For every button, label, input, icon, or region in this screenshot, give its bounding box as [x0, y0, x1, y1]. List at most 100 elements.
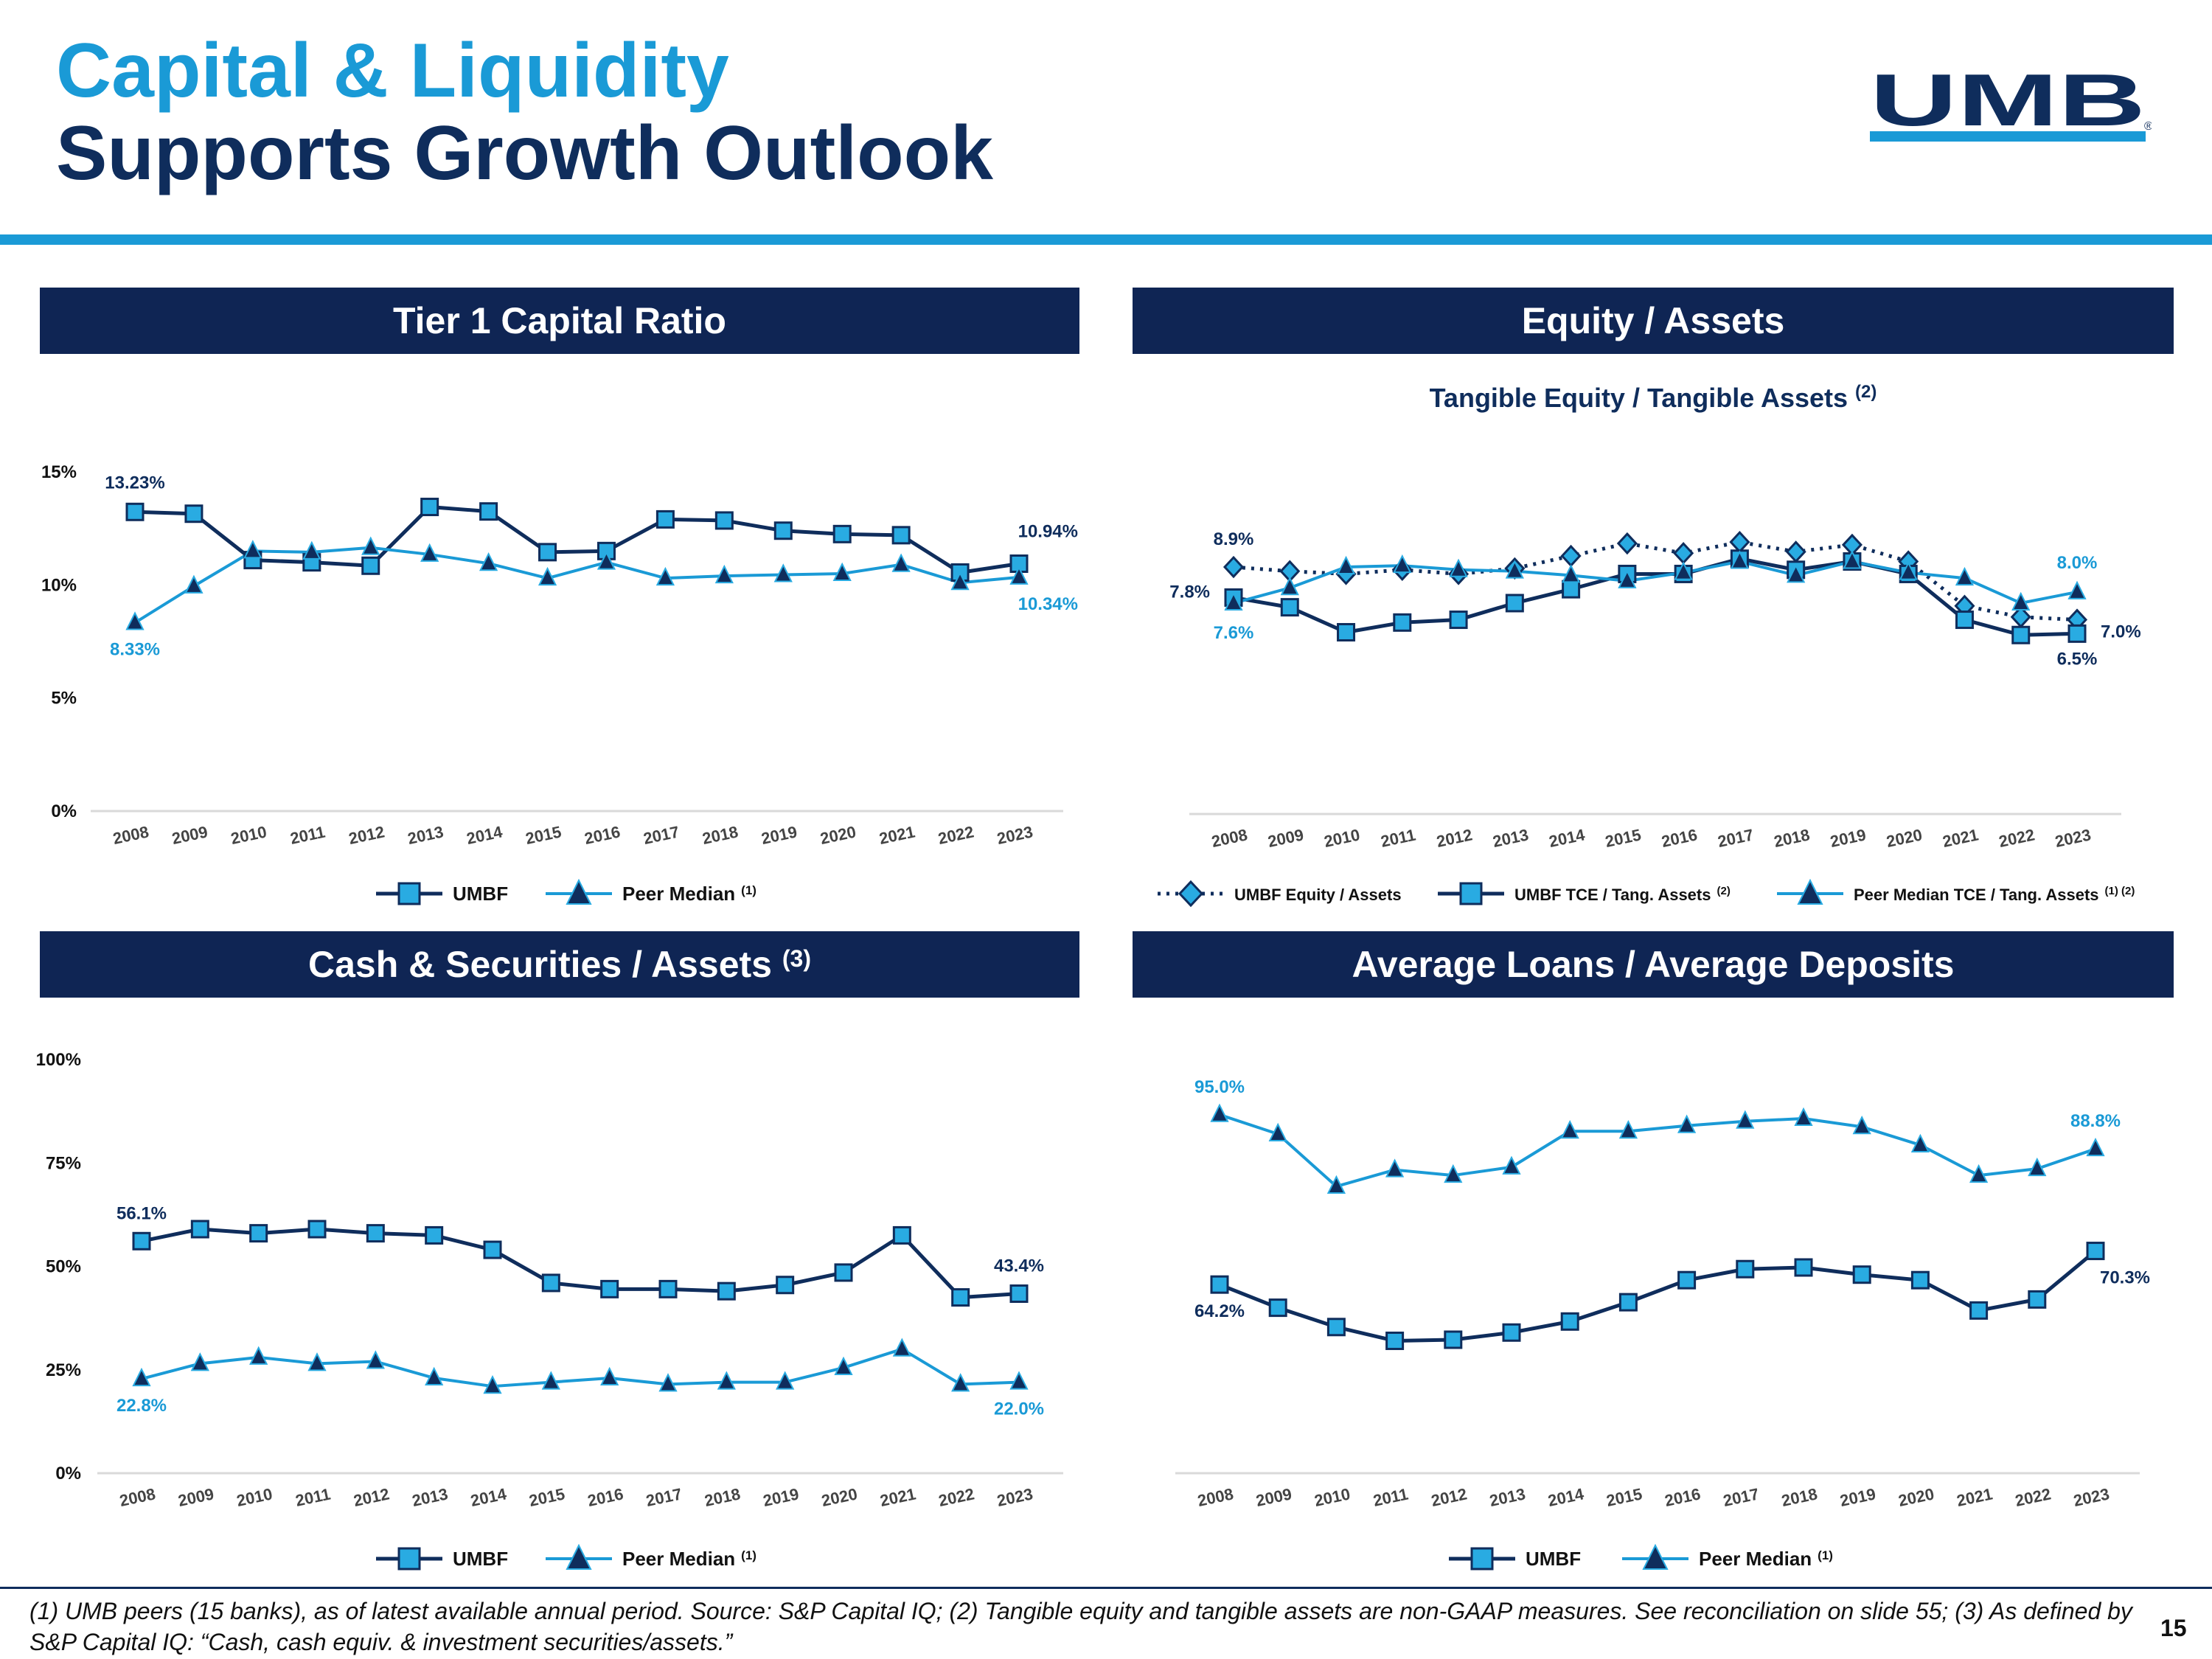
- chart3-series-2-line: [141, 1347, 1020, 1388]
- chart2-series-3-point: [2067, 580, 2087, 599]
- chart4-series-2-point: [1385, 1158, 1405, 1178]
- chart1-x-tick-label: 2016: [582, 822, 622, 848]
- chart2-data-label: 8.0%: [2057, 553, 2098, 573]
- footer-rule: [0, 1587, 2212, 1589]
- chart4-x-tick-label: 2008: [1196, 1484, 1235, 1510]
- chart4-series-2-point: [2028, 1157, 2047, 1177]
- chart3-legend-marker: [566, 1543, 592, 1570]
- chart4-series-1-point: [1618, 1293, 1638, 1312]
- chart1-series-2-point: [302, 540, 321, 560]
- chart3-data-label: 22.0%: [994, 1399, 1044, 1419]
- chart1-series-1-point: [538, 543, 557, 562]
- chart3-series-2-point: [892, 1338, 911, 1357]
- chart2-series-1-point: [1616, 532, 1638, 555]
- svg-text:®: ®: [2144, 120, 2152, 133]
- chart3-series-2-point: [776, 1371, 795, 1390]
- chart2-data-label: 7.0%: [2101, 622, 2141, 642]
- chart1-x-tick-label: 2021: [877, 822, 917, 848]
- chart4-series-2-point: [1910, 1133, 1930, 1152]
- panel-title-cash-sup: (3): [782, 945, 811, 972]
- chart1-legend-label: Peer Median (1): [622, 883, 757, 905]
- chart4-x-tick-label: 2023: [2072, 1484, 2111, 1510]
- chart2-x-tick-label: 2015: [1604, 825, 1643, 851]
- chart4-series-2-point: [1618, 1120, 1638, 1139]
- chart4-series-1-line: [1219, 1249, 2097, 1343]
- chart2-x-tick-label: 2008: [1210, 825, 1249, 851]
- chart3-data-label: 56.1%: [116, 1203, 167, 1223]
- chart3-x-tick-label: 2018: [703, 1484, 742, 1510]
- chart1-series-1-point: [891, 526, 911, 545]
- chart2-series-2-point: [1562, 580, 1581, 599]
- chart3-series-1-point: [892, 1225, 911, 1245]
- chart1-data-label: 10.34%: [1018, 594, 1078, 614]
- chart3-x-tick-label: 2015: [527, 1484, 566, 1510]
- chart2-series-2-point: [1505, 594, 1524, 613]
- chart1-series-1-point: [714, 511, 734, 530]
- chart2-x-tick-label: 2020: [1885, 825, 1924, 851]
- chart1-series-1-point: [184, 504, 204, 524]
- chart1-x-tick-label: 2019: [759, 822, 799, 848]
- panel-title-equity-text: Equity / Assets: [1521, 300, 1785, 341]
- chart4-series-2-point: [1326, 1175, 1346, 1194]
- chart4-data-label: 70.3%: [2100, 1268, 2150, 1288]
- chart3-series-2-point: [307, 1352, 327, 1371]
- chart3-series-1-point: [1009, 1284, 1029, 1304]
- chart4-x-tick-label: 2014: [1546, 1484, 1586, 1510]
- chart2-x-tick-label: 2019: [1829, 825, 1868, 851]
- chart1-series-2-point: [655, 566, 675, 586]
- chart3-y-tick-label: 100%: [36, 1050, 81, 1070]
- chart4-series-2-point: [1794, 1107, 1813, 1127]
- chart4-x-tick-label: 2016: [1663, 1484, 1703, 1510]
- chart3-series-2-point: [425, 1366, 444, 1385]
- chart4-series-2-point: [1969, 1164, 1989, 1183]
- footnote: (1) UMB peers (15 banks), as of latest a…: [29, 1598, 2132, 1655]
- chart2-x-tick-label: 2023: [2053, 825, 2093, 851]
- chart2-series-1-line: [1233, 540, 2078, 622]
- chart3-series-1-line: [141, 1227, 1020, 1300]
- chart4-series-2-point: [2086, 1137, 2105, 1157]
- chart2-series-2-point: [1449, 611, 1468, 630]
- chart3-series-1-point: [541, 1273, 560, 1293]
- chart2-x-tick-label: 2014: [1548, 825, 1587, 851]
- chart4-series-1-point: [1969, 1301, 1989, 1320]
- chart3-x-tick-label: 2014: [469, 1484, 509, 1510]
- chart2-series-3-point: [1224, 591, 1243, 611]
- chart3-x-tick-label: 2016: [586, 1484, 625, 1510]
- chart3-series-1-point: [190, 1220, 209, 1239]
- chart2-x-tick-label: 2009: [1266, 825, 1305, 851]
- chart1-y-tick-label: 10%: [41, 575, 77, 595]
- chart4-data-label: 95.0%: [1194, 1077, 1245, 1097]
- chart3-series-1-point: [249, 1224, 268, 1243]
- chart3-legend-label: UMBF: [453, 1548, 508, 1570]
- chart2-x-tick-label: 2018: [1773, 825, 1812, 851]
- logo-text: UMB: [1870, 68, 2146, 142]
- chart2-series-3-point: [1393, 554, 1412, 574]
- chart1-x-tick-label: 2011: [288, 822, 327, 847]
- chart3-x-tick-label: 2023: [995, 1484, 1034, 1510]
- chart2-series-2-point: [2011, 625, 2031, 644]
- chart4-series-2-line: [1219, 1113, 2096, 1189]
- chart1-y-tick-label: 15%: [41, 462, 77, 482]
- chart2-series-3-point: [1505, 560, 1524, 579]
- chart1-series-2-point: [950, 571, 970, 591]
- chart1-series-1-point: [832, 524, 852, 543]
- chart1-series-2-point: [773, 563, 793, 582]
- chart4-series-1-point: [2086, 1242, 2105, 1261]
- chart4-series-1-point: [1502, 1323, 1521, 1342]
- chart1-legend-marker: [566, 878, 592, 905]
- chart2-series-3-line: [1233, 560, 2078, 605]
- chart1-series-2-point: [891, 553, 911, 572]
- chart2-series-3-point: [1674, 561, 1693, 580]
- chart3-series-2-point: [951, 1373, 970, 1392]
- chart4-x-tick-label: 2011: [1371, 1484, 1410, 1509]
- chart2-data-label: 7.6%: [1214, 623, 1254, 643]
- chart4-legend-label: Peer Median (1): [1699, 1548, 1833, 1570]
- chart1-series-2-line: [133, 546, 1020, 625]
- chart3-x-tick-label: 2019: [762, 1484, 801, 1510]
- chart3-data-label: 43.4%: [994, 1256, 1044, 1276]
- chart2-series-1-point: [1785, 540, 1806, 563]
- panel-title-cash: Cash & Securities / Assets (3): [40, 931, 1079, 998]
- chart1-x-tick-label: 2018: [700, 822, 740, 848]
- chart2-series-2-point: [1955, 611, 1974, 630]
- chart3-series-1-point: [776, 1276, 795, 1295]
